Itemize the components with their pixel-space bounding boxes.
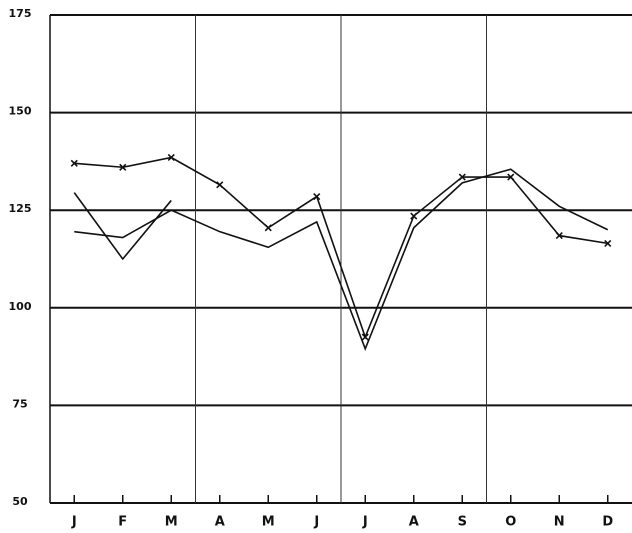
x-tick-label: A	[215, 515, 225, 530]
y-tick-label: 125	[9, 202, 32, 215]
x-tick-label: A	[409, 515, 419, 530]
point-marker	[313, 192, 321, 201]
point-marker	[119, 163, 127, 171]
point-marker	[361, 333, 369, 341]
series-line	[74, 156, 608, 340]
y-tick-label: 75	[12, 397, 27, 410]
x-tick-label: J	[313, 515, 319, 530]
x-tick-label: J	[71, 515, 77, 530]
point-marker	[604, 239, 612, 247]
x-tick-label: N	[554, 515, 565, 530]
x-tick-label: F	[118, 515, 127, 530]
x-tick-label: S	[458, 515, 467, 530]
x-tick-label: M	[165, 515, 178, 530]
point-marker	[410, 212, 418, 220]
y-tick-label: 50	[12, 495, 28, 508]
x-tick-label: D	[602, 515, 613, 530]
point-marker	[70, 159, 78, 167]
y-tick-label: 150	[9, 105, 32, 118]
point-marker	[507, 173, 515, 181]
point-marker	[458, 173, 466, 181]
point-marker	[264, 224, 272, 232]
point-marker	[167, 153, 175, 162]
y-tick-label: 175	[9, 7, 32, 20]
point-marker	[216, 181, 224, 189]
x-tick-label: O	[505, 515, 516, 530]
x-tick-label: J	[362, 515, 368, 530]
x-tick-label: M	[262, 515, 275, 530]
series-line	[74, 168, 609, 351]
point-marker	[555, 232, 563, 240]
y-tick-label: 100	[9, 300, 32, 313]
series-line	[73, 192, 172, 261]
